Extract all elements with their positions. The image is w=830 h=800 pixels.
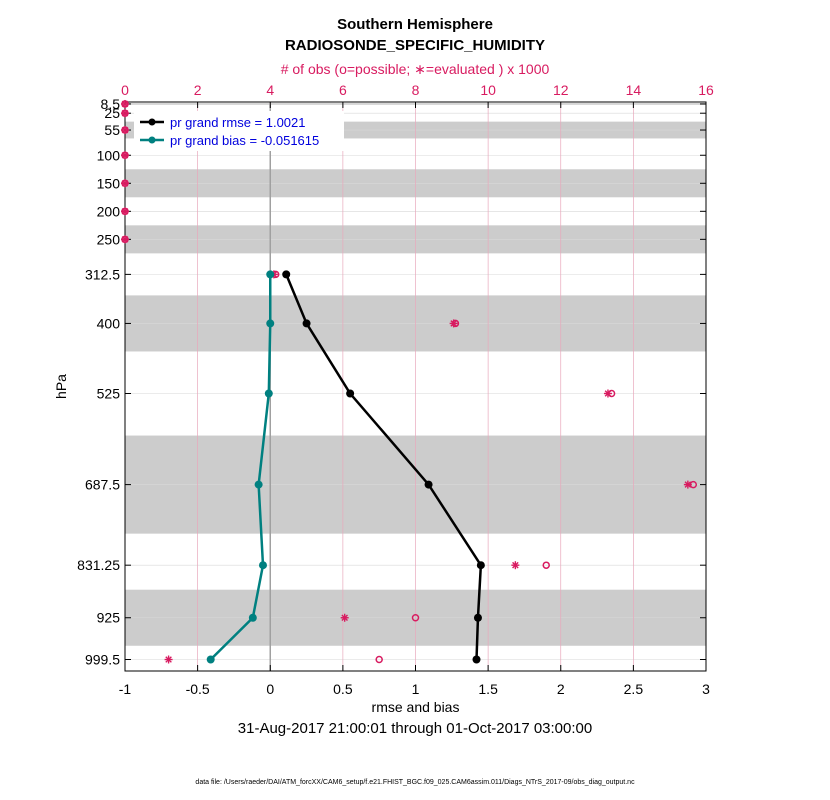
y-tick-label: 8.5: [101, 96, 121, 112]
series-point-bias: [266, 270, 275, 279]
y-tick-label: 100: [97, 147, 121, 163]
top-tick-label: 0: [121, 82, 129, 98]
asterisk-stroke: [165, 656, 172, 663]
series-point-rmse: [346, 389, 355, 398]
obs-evaluated-marker: [121, 109, 129, 118]
y-tick-label: 687.5: [85, 477, 120, 493]
asterisk-stroke: [684, 481, 692, 488]
series-point-rmse: [282, 270, 291, 279]
obs-possible-marker: [542, 561, 550, 569]
obs-evaluated-marker: [511, 561, 520, 570]
x-tick-label: 2.5: [624, 681, 644, 697]
asterisk-stroke: [121, 126, 129, 134]
legend-rmse-label: pr grand rmse = 1.0021: [170, 115, 306, 130]
legend: pr grand rmse = 1.0021 pr grand bias = -…: [134, 111, 344, 151]
y-tick-label: 312.5: [85, 266, 120, 282]
asterisk-stroke: [604, 390, 612, 397]
asterisk-stroke: [121, 236, 129, 243]
asterisk-stroke: [341, 614, 348, 622]
data-file-footer: data file: /Users/raeder/DAI/ATM_forcXX/…: [195, 779, 635, 786]
obs-evaluated-marker: [121, 151, 129, 160]
y-tick-label: 999.5: [85, 652, 120, 668]
y-tick-label: 525: [97, 386, 121, 402]
series-point-rmse: [473, 613, 482, 622]
top-tick-label: 16: [698, 82, 714, 98]
series-point-rmse: [476, 561, 485, 570]
chart-title-line2: RADIOSONDE_SPECIFIC_HUMIDITY: [285, 37, 545, 54]
legend-rmse-marker: [148, 118, 156, 126]
asterisk-stroke: [121, 100, 129, 108]
series-point-bias: [266, 319, 275, 328]
obs-evaluated-marker: [603, 389, 612, 398]
series-point-rmse: [424, 480, 433, 489]
series-point-bias: [206, 655, 215, 664]
x-tick-label: 0: [266, 681, 274, 697]
x-tick-label: -0.5: [186, 681, 210, 697]
x-tick-label: 3: [702, 681, 710, 697]
y-tick-label: 925: [97, 610, 121, 626]
date-range: 31-Aug-2017 21:00:01 through 01-Oct-2017…: [238, 720, 592, 737]
series-point-rmse: [302, 319, 311, 328]
top-tick-label: 6: [339, 82, 347, 98]
x-axis-label: rmse and bias: [372, 699, 460, 715]
y-tick-label: 831.25: [77, 557, 120, 573]
series-point-bias: [254, 480, 263, 489]
y-tick-label: 250: [97, 231, 121, 247]
series-point-rmse: [472, 655, 481, 664]
asterisk-stroke: [121, 151, 129, 159]
y-axis-label: hPa: [53, 374, 69, 399]
obs-possible-marker: [375, 655, 383, 664]
x-tick-label: 2: [557, 681, 565, 697]
legend-bias-marker: [148, 136, 156, 144]
legend-bias-label: pr grand bias = -0.051615: [170, 133, 319, 148]
obs-evaluated-marker: [121, 126, 129, 135]
top-tick-label: 10: [480, 82, 496, 98]
data-layer: [121, 99, 698, 664]
obs-possible-marker: [411, 613, 420, 622]
top-tick-label: 2: [194, 82, 202, 98]
top-axis-label: # of obs (o=possible; ∗=evaluated ) x 10…: [281, 61, 550, 77]
obs-evaluated-marker: [164, 655, 173, 664]
series-point-bias: [264, 389, 273, 398]
obs-evaluated-marker: [121, 179, 129, 188]
asterisk-stroke: [121, 179, 129, 187]
series-point-bias: [258, 561, 267, 570]
asterisk-stroke: [450, 320, 457, 327]
y-tick-label: 200: [97, 203, 121, 219]
asterisk-stroke: [512, 561, 519, 569]
obs-evaluated-marker: [340, 613, 349, 622]
top-tick-label: 14: [626, 82, 642, 98]
obs-evaluated-marker: [683, 480, 692, 489]
top-tick-label: 4: [266, 82, 274, 98]
x-tick-label: 0.5: [333, 681, 353, 697]
chart-title-line1: Southern Hemisphere: [337, 16, 493, 33]
legend-box: [134, 111, 344, 151]
y-tick-label: 25: [104, 105, 120, 121]
obs-evaluated-marker: [121, 207, 129, 216]
asterisk-stroke: [121, 109, 129, 117]
asterisk-stroke: [121, 208, 129, 215]
y-tick-label: 400: [97, 315, 121, 331]
y-tick-label: 55: [104, 122, 120, 138]
top-tick-label: 12: [553, 82, 569, 98]
obs-evaluated-marker: [449, 319, 458, 328]
y-tick-label: 150: [97, 175, 121, 191]
top-tick-label: 8: [412, 82, 420, 98]
x-tick-label: 1: [412, 681, 420, 697]
series-point-bias: [248, 613, 257, 622]
obs-evaluated-marker: [121, 99, 129, 108]
obs-evaluated-marker: [121, 235, 129, 244]
x-tick-label: 1.5: [478, 681, 498, 697]
x-tick-label: -1: [119, 681, 132, 697]
